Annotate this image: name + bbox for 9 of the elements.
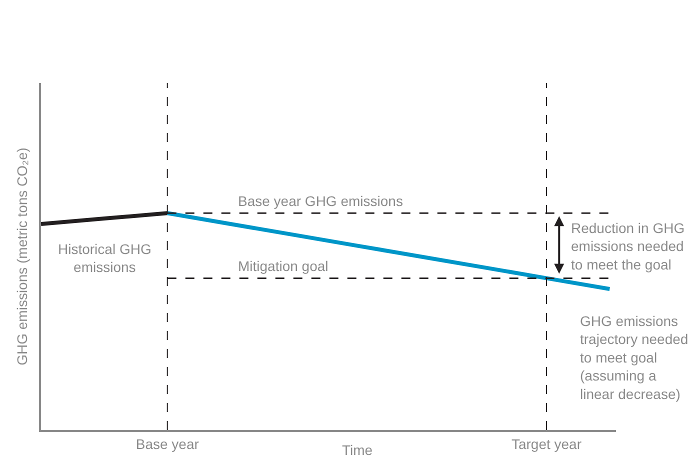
x-tick-label: Target year <box>511 436 582 452</box>
text: GHG emissions trajectory needed to meet goal (assuming a linear decrease) <box>580 313 688 402</box>
x-tick-label: Base year <box>136 436 200 452</box>
y-axis-title: GHG emissions (metric tons CO₂e) <box>14 148 30 366</box>
annotation: Reduction in GHG emissions needed to meet the goal <box>571 220 685 272</box>
ref-line-label: Base year GHG emissions <box>238 193 403 209</box>
ref-line-label: Mitigation goal <box>238 258 328 274</box>
x-axis-title: Time <box>342 442 373 458</box>
series-label: Historical GHG emissions <box>58 241 152 276</box>
